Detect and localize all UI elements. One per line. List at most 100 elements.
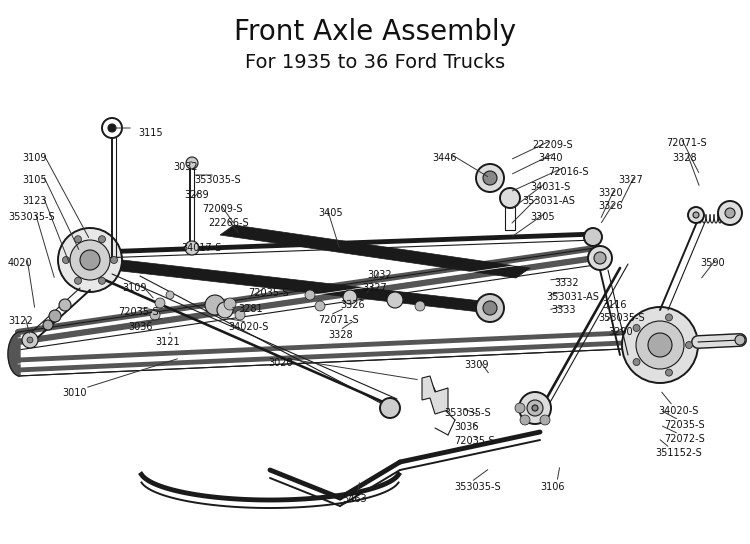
- Circle shape: [305, 290, 315, 300]
- Circle shape: [166, 291, 174, 299]
- Circle shape: [584, 228, 602, 246]
- Text: 353035-S: 353035-S: [194, 175, 241, 185]
- Text: 3326: 3326: [340, 300, 364, 310]
- Text: 34020-S: 34020-S: [228, 322, 268, 332]
- Text: 72072-S: 72072-S: [664, 434, 705, 444]
- Polygon shape: [422, 376, 448, 414]
- Circle shape: [520, 415, 530, 425]
- Circle shape: [380, 398, 400, 418]
- Text: 3320: 3320: [598, 188, 622, 198]
- Text: 3327: 3327: [362, 283, 387, 293]
- Text: 3020: 3020: [268, 358, 292, 368]
- Text: 72035-S: 72035-S: [248, 288, 289, 298]
- Text: 3109: 3109: [122, 283, 146, 293]
- Text: 72009-S: 72009-S: [202, 204, 242, 214]
- Text: 3289: 3289: [184, 190, 209, 200]
- Circle shape: [648, 333, 672, 357]
- Text: 3106: 3106: [540, 482, 565, 492]
- Text: 3305: 3305: [530, 212, 554, 222]
- Text: 3105: 3105: [22, 175, 46, 185]
- Text: 34020-S: 34020-S: [658, 406, 698, 416]
- Circle shape: [540, 415, 550, 425]
- Text: 72035-S: 72035-S: [454, 436, 495, 446]
- Text: 3122: 3122: [8, 316, 33, 326]
- Text: 34017-S: 34017-S: [181, 243, 221, 253]
- Text: 3328: 3328: [672, 153, 697, 163]
- Circle shape: [515, 403, 525, 413]
- Circle shape: [315, 301, 325, 311]
- Text: 22266-S: 22266-S: [208, 218, 248, 228]
- Text: 353035-S: 353035-S: [8, 212, 55, 222]
- Circle shape: [235, 310, 245, 320]
- Circle shape: [636, 321, 684, 369]
- Circle shape: [74, 277, 82, 285]
- Circle shape: [735, 335, 745, 345]
- Polygon shape: [8, 332, 20, 376]
- Text: 3405: 3405: [318, 208, 343, 218]
- Text: 3121: 3121: [155, 337, 180, 347]
- Circle shape: [155, 298, 165, 308]
- Text: 3010: 3010: [62, 388, 86, 398]
- Circle shape: [185, 241, 199, 255]
- Polygon shape: [220, 225, 530, 278]
- Text: Front Axle Assembly: Front Axle Assembly: [234, 18, 516, 46]
- Circle shape: [102, 118, 122, 138]
- Circle shape: [693, 212, 699, 218]
- Text: 3116: 3116: [602, 300, 626, 310]
- Circle shape: [108, 124, 116, 132]
- Text: 72016-S: 72016-S: [548, 167, 589, 177]
- Circle shape: [98, 277, 106, 285]
- Circle shape: [80, 250, 100, 270]
- Circle shape: [686, 342, 692, 349]
- Circle shape: [387, 292, 403, 308]
- Circle shape: [622, 307, 698, 383]
- Circle shape: [22, 332, 38, 348]
- Circle shape: [27, 337, 33, 343]
- Text: 4020: 4020: [8, 258, 33, 268]
- Text: 72071-S: 72071-S: [666, 138, 706, 148]
- Text: 353035-S: 353035-S: [444, 408, 491, 418]
- Text: 72035-S: 72035-S: [664, 420, 705, 430]
- Text: 3590: 3590: [700, 258, 724, 268]
- Circle shape: [718, 201, 742, 225]
- Text: 72035-S: 72035-S: [118, 307, 159, 317]
- Polygon shape: [95, 258, 490, 312]
- Text: 34031-S: 34031-S: [530, 182, 570, 192]
- Circle shape: [343, 290, 357, 304]
- Circle shape: [59, 299, 71, 311]
- Circle shape: [205, 295, 225, 315]
- Text: 3327: 3327: [618, 175, 643, 185]
- Text: 3309: 3309: [464, 360, 488, 370]
- Circle shape: [224, 298, 236, 310]
- Text: 3115: 3115: [138, 128, 163, 138]
- Circle shape: [532, 405, 538, 411]
- Circle shape: [58, 228, 122, 292]
- Text: 3123: 3123: [22, 196, 46, 206]
- Circle shape: [588, 246, 612, 270]
- Circle shape: [476, 164, 504, 192]
- Text: 22209-S: 22209-S: [532, 140, 573, 150]
- Circle shape: [665, 314, 673, 321]
- Circle shape: [74, 236, 82, 243]
- Circle shape: [110, 257, 118, 263]
- Circle shape: [415, 301, 425, 311]
- Circle shape: [594, 252, 606, 264]
- Circle shape: [500, 188, 520, 208]
- Circle shape: [49, 310, 61, 322]
- Text: 5463: 5463: [342, 494, 367, 504]
- Circle shape: [527, 400, 543, 416]
- Text: 353035-S: 353035-S: [598, 313, 644, 323]
- Text: 353035-S: 353035-S: [454, 482, 501, 492]
- Circle shape: [150, 310, 160, 320]
- Circle shape: [43, 320, 53, 330]
- Text: 3332: 3332: [554, 278, 579, 288]
- Text: 3326: 3326: [598, 201, 622, 211]
- Circle shape: [186, 157, 198, 169]
- Circle shape: [217, 302, 233, 318]
- Circle shape: [62, 257, 70, 263]
- Text: 3032: 3032: [367, 270, 392, 280]
- Circle shape: [633, 358, 640, 366]
- Circle shape: [665, 369, 673, 376]
- Text: 353031-AS: 353031-AS: [546, 292, 598, 302]
- Circle shape: [519, 392, 551, 424]
